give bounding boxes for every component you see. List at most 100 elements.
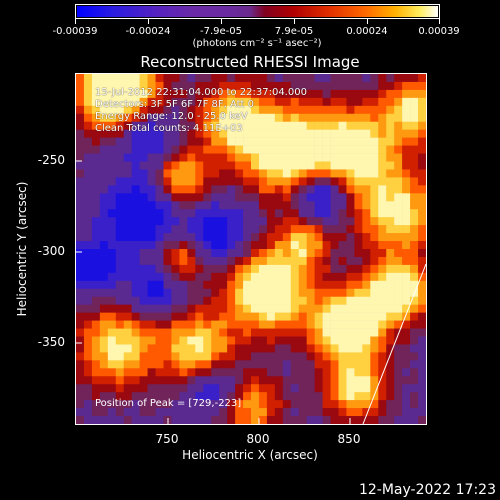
heatmap-cell [282, 264, 292, 274]
heatmap-cell [418, 145, 426, 154]
heatmap-cell [362, 233, 371, 242]
heatmap-cell [211, 169, 220, 178]
heatmap-cell [243, 145, 252, 154]
heatmap-cell [290, 209, 300, 218]
heatmap-cell [187, 408, 196, 417]
heatmap-cell [155, 241, 164, 250]
heatmap-cell [418, 89, 426, 99]
heatmap-cell [354, 400, 363, 409]
heatmap-cell [362, 368, 371, 377]
heatmap-cell [171, 256, 180, 266]
heatmap-cell [362, 137, 371, 146]
heatmap-cell [258, 272, 268, 282]
heatmap-cell [386, 264, 395, 274]
heatmap-cell [402, 288, 411, 298]
heatmap-cell [274, 121, 284, 130]
heatmap-cell [394, 264, 403, 274]
heatmap-cell [123, 296, 132, 305]
heatmap-cell [338, 105, 347, 115]
heatmap-cell [298, 177, 307, 186]
heatmap-cell [266, 416, 276, 424]
heatmap-cell [76, 264, 85, 274]
heatmap-cell [298, 113, 307, 123]
heatmap-cell [163, 81, 172, 91]
heatmap-cell [282, 241, 292, 250]
heatmap-cell [123, 272, 132, 282]
heatmap-cell [330, 201, 339, 210]
heatmap-cell [378, 177, 387, 186]
heatmap-cell [107, 177, 117, 186]
heatmap-cell [91, 209, 101, 218]
heatmap-cell [354, 344, 363, 353]
heatmap-cell [378, 105, 387, 115]
heatmap-cell [266, 336, 276, 345]
heatmap-cell [298, 272, 307, 282]
heatmap-cell [418, 280, 426, 290]
annotation-clean: Clean Total counts: 4.11E+03 [95, 123, 243, 134]
heatmap-cell [123, 400, 132, 409]
heatmap-cell [147, 177, 156, 186]
annotation-time: 15-Jul-2012 22:31:04.000 to 22:37:04.000 [95, 87, 307, 98]
heatmap-cell [402, 256, 411, 266]
heatmap-cell [187, 304, 196, 313]
heatmap-cell [338, 376, 347, 385]
heatmap-cell [362, 153, 371, 162]
heatmap-cell [195, 217, 204, 226]
heatmap-cell [330, 169, 339, 178]
heatmap-cell [378, 312, 387, 321]
heatmap-cell [107, 416, 117, 424]
heatmap-cell [274, 392, 284, 401]
heatmap-cell [211, 145, 220, 154]
heatmap-cell [211, 312, 220, 321]
heatmap-cell [235, 392, 244, 401]
heatmap-cell [330, 320, 339, 329]
heatmap-cell [346, 368, 355, 377]
heatmap-cell [179, 105, 188, 115]
heatmap-cell [91, 97, 101, 107]
heatmap-cell [171, 225, 180, 234]
heatmap-cell [378, 384, 387, 393]
heatmap-cell [410, 217, 419, 226]
heatmap-cell [163, 74, 172, 83]
heatmap-cell [378, 344, 387, 353]
heatmap-cell [163, 89, 172, 99]
heatmap-cell [290, 400, 300, 409]
heatmap-cell [171, 304, 180, 313]
heatmap-cell [258, 233, 268, 242]
heatmap-cell [123, 344, 132, 353]
heatmap-cell [219, 241, 228, 250]
heatmap-cell [227, 376, 236, 385]
heatmap-cell [346, 264, 355, 274]
heatmap-cell [131, 384, 140, 393]
heatmap-cell [115, 256, 125, 266]
heatmap-cell [370, 74, 379, 83]
heatmap-cell [147, 225, 156, 234]
heatmap-cell [227, 169, 236, 178]
heatmap-cell [266, 89, 276, 99]
heatmap-cell [322, 384, 331, 393]
heatmap-cell [314, 368, 323, 377]
heatmap-cell [386, 185, 395, 194]
heatmap-cell [139, 336, 148, 345]
heatmap-cell [338, 408, 347, 417]
heatmap-cell [219, 328, 228, 337]
heatmap-cell [99, 368, 109, 377]
heatmap-cell [266, 368, 276, 377]
heatmap-cell [378, 209, 387, 218]
heatmap-cell [195, 368, 204, 377]
heatmap-cell [370, 217, 379, 226]
heatmap-cell [258, 137, 268, 146]
heatmap-cell [330, 272, 339, 282]
heatmap-cell [282, 81, 292, 91]
heatmap-cell [163, 217, 172, 226]
heatmap-cell [107, 296, 117, 305]
heatmap-cell [386, 129, 395, 138]
heatmap-cell [115, 225, 125, 234]
heatmap-cell [203, 129, 212, 138]
heatmap-cell [139, 304, 148, 313]
heatmap-cell [115, 272, 125, 282]
heatmap-cell [123, 161, 132, 170]
heatmap-cell [394, 296, 403, 305]
heatmap-cell [243, 392, 252, 401]
heatmap-cell [338, 384, 347, 393]
